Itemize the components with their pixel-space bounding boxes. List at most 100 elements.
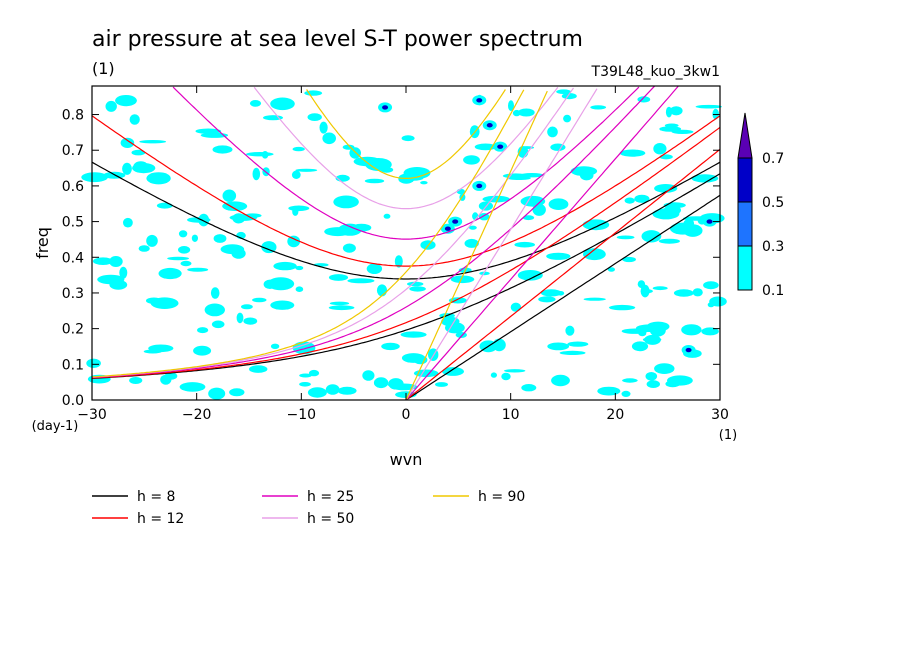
- contour-blob: [609, 304, 636, 311]
- contour-blob: [502, 173, 529, 179]
- dispersion-curve: [91, 173, 721, 379]
- contour-blob: [701, 327, 719, 336]
- contour-blob: [167, 256, 190, 261]
- contour-blob: [146, 172, 171, 185]
- contour-blob: [178, 230, 188, 238]
- contour-blob: [193, 345, 212, 356]
- contour-blob: [86, 358, 101, 368]
- y-axis-unit: (day-1): [32, 419, 79, 434]
- contour-peak: [476, 183, 483, 189]
- contour-blob: [252, 167, 261, 181]
- contour-blob: [556, 89, 572, 94]
- contour-blob: [583, 248, 606, 261]
- legend-label: h = 25: [307, 489, 354, 505]
- contour-blob: [208, 387, 226, 400]
- x-tick-label: 10: [502, 407, 520, 423]
- contour-blob: [295, 286, 304, 293]
- colorbar-segment: [737, 157, 753, 203]
- contour-blob: [243, 317, 258, 325]
- contour-blob: [490, 372, 497, 378]
- contour-blob: [669, 106, 683, 116]
- contour-blob: [133, 161, 149, 173]
- contour-blob: [557, 291, 565, 296]
- title-unit: (1): [92, 59, 115, 78]
- contour-blob: [464, 238, 479, 248]
- colorbar-label: 0.7: [762, 151, 784, 167]
- contour-blob: [139, 140, 167, 144]
- contour-blob: [665, 106, 673, 118]
- contour-blob: [658, 238, 680, 244]
- contour-blob: [325, 384, 340, 395]
- contour-blob: [649, 324, 666, 337]
- contour-peak: [486, 123, 493, 128]
- contour-blob: [508, 100, 514, 112]
- y-tick-label: 0.1: [62, 357, 84, 373]
- contour-blob: [579, 170, 594, 181]
- contour-blob: [158, 267, 182, 280]
- contour-blob: [342, 243, 356, 253]
- dispersion-curve: [91, 89, 525, 378]
- contour-blob: [212, 145, 233, 154]
- contour-blob: [252, 297, 267, 303]
- contour-blob: [187, 217, 211, 223]
- contour-blob: [307, 387, 327, 398]
- contour-blob: [707, 302, 715, 308]
- x-tick-label: −10: [287, 407, 317, 423]
- x-axis-label: wvn: [390, 450, 423, 469]
- legend-label: h = 8: [137, 489, 175, 505]
- contour-blob: [631, 341, 649, 352]
- contour-blob: [692, 288, 703, 297]
- contour-blob: [249, 365, 268, 373]
- contour-blob: [328, 274, 349, 281]
- contour-blob: [164, 372, 178, 380]
- y-tick-label: 0.3: [62, 286, 84, 302]
- dispersion-curve: [405, 194, 721, 401]
- contour-blob: [81, 172, 108, 183]
- chart-title: air pressure at sea level S-T power spec…: [92, 27, 583, 52]
- contour-blob: [638, 330, 647, 337]
- contour-peak: [476, 98, 483, 103]
- contour-blob: [652, 208, 680, 220]
- contour-blob: [463, 155, 480, 165]
- colorbar-segment: [737, 245, 753, 291]
- y-tick-label: 0.5: [62, 215, 84, 231]
- contour-blob: [548, 198, 569, 210]
- dispersion-curve: [405, 86, 679, 401]
- contour-blob: [131, 149, 146, 156]
- colorbar-segment: [737, 201, 753, 247]
- contour-blob: [299, 382, 311, 387]
- contour-blob: [288, 205, 310, 212]
- contour-blob: [195, 128, 222, 134]
- contour-peak: [497, 144, 504, 149]
- contour-blob: [590, 105, 607, 110]
- contour-blob: [695, 104, 722, 109]
- contour-blob: [640, 284, 650, 298]
- contour-blob: [364, 178, 385, 184]
- contour-blob: [641, 230, 662, 243]
- contour-blob: [681, 324, 702, 336]
- contour-blob: [179, 382, 206, 392]
- x-tick-label: −20: [182, 407, 212, 423]
- contour-blob: [653, 143, 667, 155]
- contour-blob: [654, 363, 675, 374]
- y-tick-label: 0.2: [62, 322, 84, 338]
- contour-blob: [401, 135, 415, 142]
- contour-blob: [270, 343, 280, 349]
- contour-blob: [504, 369, 526, 373]
- contour-blob: [559, 350, 586, 355]
- contour-blob: [420, 181, 428, 185]
- contour-blob: [178, 246, 191, 254]
- contour-blob: [582, 219, 610, 231]
- contour-blob: [413, 369, 439, 378]
- contour-blob: [119, 266, 128, 279]
- contour-blob: [565, 325, 575, 336]
- contour-blob: [597, 386, 621, 396]
- colorbar: 0.1 0.3 0.5 0.7: [737, 112, 784, 299]
- contour-blob: [366, 263, 383, 275]
- y-tick-label: 0.4: [62, 250, 84, 266]
- contour-blob: [245, 152, 274, 157]
- contour-blob: [156, 202, 173, 209]
- contour-blob: [261, 241, 277, 254]
- contour-blob: [670, 222, 696, 235]
- contour-blob: [270, 300, 295, 310]
